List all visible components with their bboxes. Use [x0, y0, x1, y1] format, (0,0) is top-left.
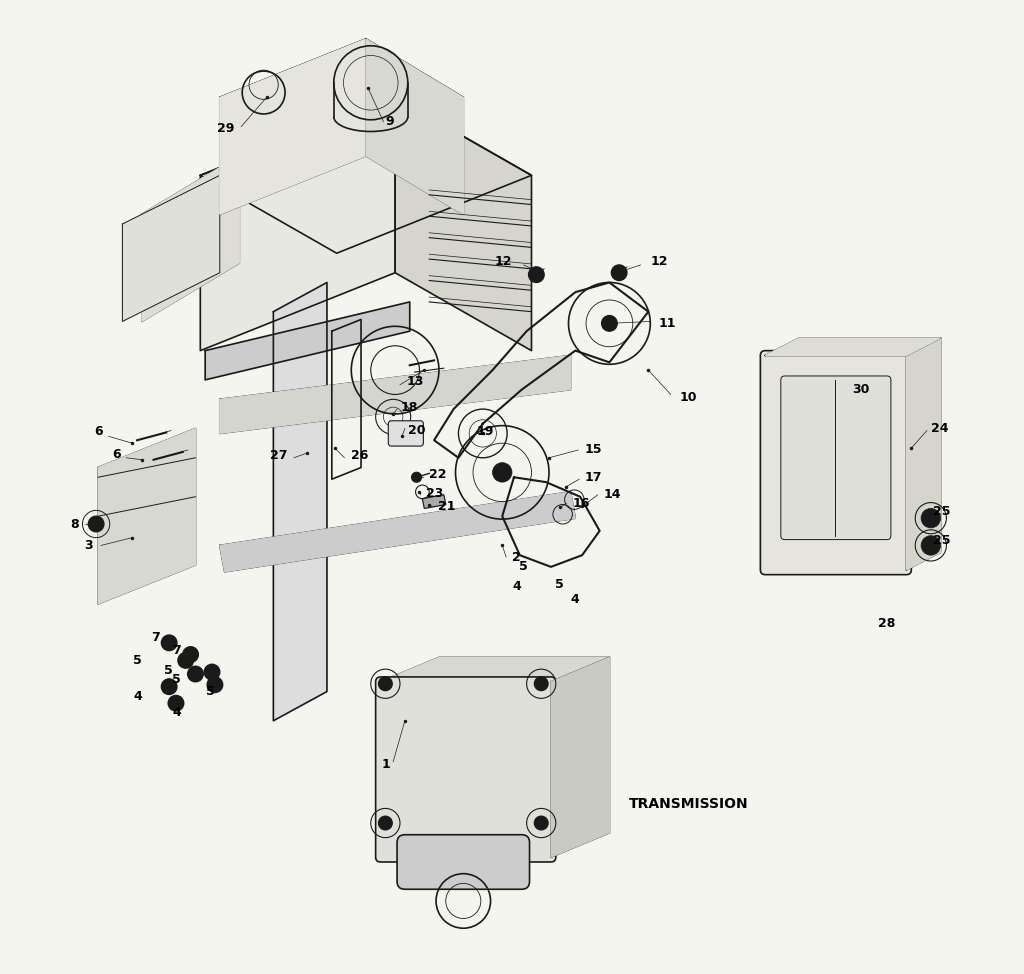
- Text: 21: 21: [438, 500, 456, 513]
- Polygon shape: [422, 495, 445, 508]
- Text: 16: 16: [572, 497, 590, 510]
- FancyBboxPatch shape: [388, 421, 423, 446]
- Circle shape: [921, 536, 941, 555]
- Circle shape: [183, 647, 199, 662]
- Text: 13: 13: [407, 375, 424, 389]
- Text: 15: 15: [584, 443, 601, 457]
- Circle shape: [611, 265, 627, 281]
- Text: 4: 4: [512, 580, 521, 593]
- Text: 5: 5: [133, 654, 142, 667]
- Text: 3: 3: [85, 539, 93, 552]
- Polygon shape: [220, 492, 575, 572]
- Text: 12: 12: [650, 254, 668, 268]
- Circle shape: [379, 816, 392, 830]
- Text: 8: 8: [70, 517, 79, 531]
- Circle shape: [162, 635, 177, 651]
- Polygon shape: [551, 657, 609, 857]
- Text: 7: 7: [151, 631, 160, 645]
- Text: 19: 19: [477, 425, 495, 438]
- Text: 23: 23: [426, 487, 443, 501]
- Polygon shape: [381, 657, 609, 682]
- FancyBboxPatch shape: [761, 351, 911, 575]
- Text: 5: 5: [172, 673, 181, 687]
- Text: 29: 29: [217, 122, 234, 135]
- Polygon shape: [220, 39, 366, 214]
- Text: 6: 6: [112, 448, 121, 462]
- Circle shape: [493, 463, 512, 482]
- Circle shape: [162, 679, 177, 694]
- Text: 11: 11: [658, 317, 676, 330]
- Text: 5: 5: [555, 578, 563, 591]
- Text: 18: 18: [401, 400, 419, 414]
- Text: 27: 27: [270, 449, 288, 463]
- Text: 22: 22: [429, 468, 446, 481]
- Polygon shape: [906, 338, 941, 570]
- Circle shape: [187, 666, 203, 682]
- FancyBboxPatch shape: [781, 376, 891, 540]
- Text: 17: 17: [585, 470, 602, 484]
- Text: 2: 2: [512, 550, 521, 564]
- Circle shape: [88, 516, 103, 532]
- Text: 7: 7: [172, 644, 181, 657]
- FancyBboxPatch shape: [376, 677, 556, 862]
- Circle shape: [535, 677, 548, 691]
- Text: 26: 26: [351, 449, 369, 463]
- Polygon shape: [220, 356, 570, 433]
- Polygon shape: [142, 156, 240, 321]
- Text: TRANSMISSION: TRANSMISSION: [629, 797, 749, 810]
- Text: 24: 24: [931, 422, 948, 435]
- Circle shape: [379, 677, 392, 691]
- Text: 20: 20: [408, 424, 425, 437]
- FancyBboxPatch shape: [397, 835, 529, 889]
- Text: 28: 28: [879, 617, 896, 630]
- Polygon shape: [395, 97, 531, 351]
- Text: 4: 4: [570, 592, 580, 606]
- Text: 4: 4: [172, 706, 181, 720]
- Polygon shape: [123, 175, 220, 321]
- Polygon shape: [273, 282, 327, 721]
- Text: 14: 14: [603, 488, 621, 502]
- Polygon shape: [765, 338, 941, 356]
- Circle shape: [207, 677, 223, 693]
- Circle shape: [528, 267, 544, 282]
- Text: 6: 6: [94, 425, 103, 438]
- Text: 5: 5: [519, 560, 527, 574]
- Polygon shape: [366, 39, 463, 214]
- Circle shape: [168, 695, 183, 711]
- Circle shape: [412, 472, 422, 482]
- Text: 30: 30: [852, 383, 869, 396]
- Text: 9: 9: [385, 115, 394, 129]
- Circle shape: [178, 653, 194, 668]
- Polygon shape: [205, 302, 410, 380]
- Circle shape: [535, 816, 548, 830]
- Circle shape: [602, 316, 617, 331]
- Text: 25: 25: [933, 505, 950, 518]
- Text: 10: 10: [680, 391, 697, 404]
- Text: 4: 4: [133, 690, 142, 703]
- Text: 5: 5: [206, 685, 215, 698]
- Polygon shape: [98, 429, 196, 604]
- Text: 5: 5: [164, 663, 173, 677]
- Polygon shape: [201, 97, 395, 351]
- Circle shape: [921, 508, 941, 528]
- Text: 12: 12: [495, 254, 512, 268]
- Text: 1: 1: [382, 758, 390, 771]
- Text: 25: 25: [933, 534, 950, 547]
- Circle shape: [204, 664, 220, 680]
